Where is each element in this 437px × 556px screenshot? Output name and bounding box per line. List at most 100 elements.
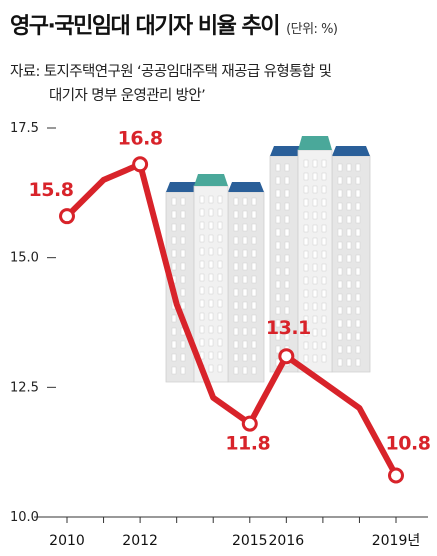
building-window — [284, 189, 290, 198]
y-tick-label: 10.0 — [10, 510, 39, 525]
building-window — [233, 327, 239, 336]
building-window — [251, 327, 257, 336]
building-window — [242, 197, 248, 206]
source-line-2: 대기자 명부 운영관리 방안’ — [49, 88, 206, 104]
y-tick-label: 12.5 — [10, 380, 39, 395]
building-window — [233, 275, 239, 284]
building-window — [251, 340, 257, 349]
building-window — [275, 176, 281, 185]
building-window — [321, 185, 327, 194]
building-window — [275, 202, 281, 211]
building-window — [284, 176, 290, 185]
building-window — [284, 241, 290, 250]
building-window — [337, 345, 343, 354]
building-window — [312, 159, 318, 168]
building-window — [180, 301, 186, 310]
building-window — [337, 306, 343, 315]
building-window — [251, 197, 257, 206]
building-window — [321, 250, 327, 259]
building-window — [303, 198, 309, 207]
building-window — [171, 262, 177, 271]
x-tick-label: 2010 — [49, 533, 85, 549]
building-window — [355, 241, 361, 250]
data-label: 13.1 — [266, 317, 311, 339]
building-window — [208, 325, 214, 334]
building-window — [312, 198, 318, 207]
building-window — [275, 293, 281, 302]
building-window — [180, 262, 186, 271]
building-window — [337, 163, 343, 172]
building-window — [199, 221, 205, 230]
building-window — [355, 332, 361, 341]
building-window — [284, 228, 290, 237]
building-window — [251, 236, 257, 245]
building-window — [303, 250, 309, 259]
x-tick-label: 2019년 — [372, 533, 421, 549]
building-window — [180, 366, 186, 375]
data-point-marker — [132, 156, 149, 173]
building-window — [346, 228, 352, 237]
building-window — [275, 163, 281, 172]
building-window — [217, 325, 223, 334]
building-window — [233, 301, 239, 310]
x-tick-label: 2012 — [122, 533, 158, 549]
building-window — [312, 185, 318, 194]
building-window — [217, 351, 223, 360]
building-window — [199, 208, 205, 217]
building-window — [321, 341, 327, 350]
building-window — [208, 208, 214, 217]
building-window — [321, 211, 327, 220]
building-window — [284, 306, 290, 315]
building-illustration — [165, 136, 371, 383]
building-window — [355, 163, 361, 172]
building-window — [242, 327, 248, 336]
building-window — [355, 176, 361, 185]
building-window — [180, 210, 186, 219]
building-window — [171, 249, 177, 258]
building-window — [208, 364, 214, 373]
building-window — [199, 260, 205, 269]
building-window — [199, 273, 205, 282]
building-window — [233, 288, 239, 297]
building-window — [321, 224, 327, 233]
data-point-marker — [241, 415, 258, 432]
building-window — [346, 189, 352, 198]
data-point-marker — [388, 467, 404, 484]
building-window — [217, 312, 223, 321]
building-window — [180, 197, 186, 206]
building-window — [337, 293, 343, 302]
building-window — [208, 286, 214, 295]
building-window — [242, 249, 248, 258]
building-window — [321, 354, 327, 363]
building-window — [303, 172, 309, 181]
building-window — [312, 172, 318, 181]
building-window — [321, 198, 327, 207]
building-window — [199, 286, 205, 295]
building-window — [312, 211, 318, 220]
building-window — [171, 366, 177, 375]
building-window — [242, 223, 248, 232]
building-window — [233, 197, 239, 206]
building-window — [180, 340, 186, 349]
data-points — [59, 156, 404, 484]
building-window — [180, 275, 186, 284]
building-window — [199, 312, 205, 321]
building-window — [199, 247, 205, 256]
building-window — [242, 366, 248, 375]
building-window — [208, 338, 214, 347]
building-window — [284, 267, 290, 276]
building-window — [321, 328, 327, 337]
title-row: 영구·국민임대 대기자 비율 추이 (단위: %) — [10, 8, 431, 42]
data-label: 11.8 — [225, 433, 270, 455]
building-window — [208, 221, 214, 230]
building-window — [355, 189, 361, 198]
building-window — [242, 353, 248, 362]
building-window — [337, 358, 343, 367]
building-window — [321, 172, 327, 181]
building-window — [346, 215, 352, 224]
building-window — [233, 210, 239, 219]
building-window — [337, 241, 343, 250]
building-window — [251, 275, 257, 284]
building-window — [355, 306, 361, 315]
